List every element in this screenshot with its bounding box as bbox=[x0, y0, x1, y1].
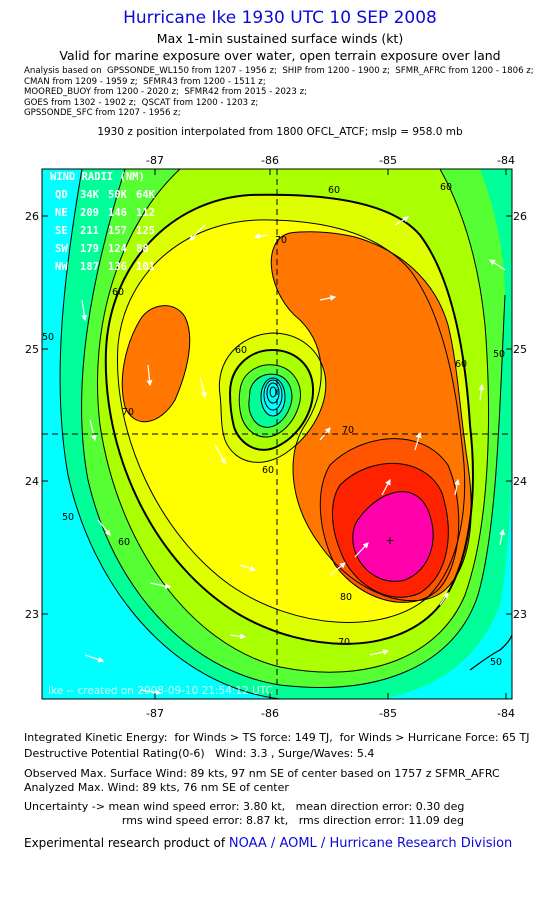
wind-radii-value: 50K bbox=[108, 189, 128, 201]
wind-radii-value: 187 bbox=[80, 261, 99, 273]
dpr-line: Destructive Potential Rating(0-6) Wind: … bbox=[24, 747, 375, 760]
credit-line: Experimental research product of NOAA / … bbox=[24, 836, 512, 851]
credit-org-link[interactable]: NOAA / AOML / Hurricane Research Divisio… bbox=[228, 836, 513, 851]
wind-field: WIND RADII (NM) QD 34K 50K 64K NE 209 14… bbox=[42, 169, 512, 699]
contour-label: 50 bbox=[42, 332, 54, 343]
wind-arrows bbox=[81, 216, 506, 696]
contour-label: 60 bbox=[440, 182, 452, 193]
wind-radii-table: WIND RADII (NM) QD 34K 50K 64K NE 209 14… bbox=[50, 171, 156, 273]
credit-prefix: Experimental research product of bbox=[24, 836, 229, 850]
lat-tick-label: 24 bbox=[25, 475, 39, 488]
contour-label: 50 bbox=[62, 512, 74, 523]
source-line: Analysis based on GPSSONDE_WL150 from 12… bbox=[24, 66, 534, 76]
wind-radii-value: 136 bbox=[108, 261, 127, 273]
contour-label: 50 bbox=[490, 657, 502, 668]
wind-radii-quad: NE bbox=[55, 207, 68, 219]
max-wind-marker: + bbox=[385, 534, 394, 547]
contour-label: 60 bbox=[235, 345, 247, 356]
contour-band-orange-small bbox=[122, 305, 190, 422]
uncertainty-line-1: Uncertainty -> mean wind speed error: 3.… bbox=[24, 800, 465, 813]
contour-label: 70 bbox=[275, 235, 287, 246]
lon-tick-label: -87 bbox=[146, 154, 164, 167]
contour-label: 60 bbox=[112, 287, 124, 298]
lon-tick-label: -86 bbox=[261, 707, 279, 720]
position-line: 1930 z position interpolated from 1800 O… bbox=[97, 126, 463, 138]
wind-radii-value: 209 bbox=[80, 207, 99, 219]
contour-label: 70 bbox=[338, 637, 350, 648]
wind-radii-quad: SE bbox=[55, 225, 68, 237]
wind-radii-value: 112 bbox=[136, 207, 155, 219]
coastline bbox=[469, 634, 512, 671]
wind-radii-value: 157 bbox=[108, 225, 127, 237]
ike-line: Integrated Kinetic Energy: for Winds > T… bbox=[24, 731, 530, 744]
wind-radii-title: WIND RADII (NM) bbox=[50, 171, 145, 183]
contour-label: 70 bbox=[342, 425, 354, 436]
lat-tick-label: 25 bbox=[513, 343, 527, 356]
wind-radii-quad: NW bbox=[55, 261, 68, 273]
wind-radii-value: 125 bbox=[136, 225, 155, 237]
lon-tick-label: -84 bbox=[497, 707, 515, 720]
wind-radii-value: 101 bbox=[136, 261, 155, 273]
wind-map: -87 -86 -85 -84 -87 -86 -85 -84 26 25 24… bbox=[25, 154, 527, 720]
lat-tick-label: 23 bbox=[25, 608, 39, 621]
wind-radii-value: 211 bbox=[80, 225, 99, 237]
lat-tick-label: 26 bbox=[513, 210, 527, 223]
map-frame bbox=[41, 168, 513, 700]
source-line: GPSSONDE_SFC from 1207 - 1956 z; bbox=[24, 108, 181, 119]
lat-tick-label: 25 bbox=[25, 343, 39, 356]
map-credit: Ike -- created on 2008-09-10 21:54:12 UT… bbox=[48, 685, 273, 697]
page-title: Hurricane Ike 1930 UTC 10 SEP 2008 bbox=[123, 8, 437, 28]
lon-tick-label: -87 bbox=[146, 707, 164, 720]
wind-radii-value: 124 bbox=[108, 243, 127, 255]
wind-radii-value: 179 bbox=[80, 243, 99, 255]
wind-radii-quad: QD bbox=[55, 189, 68, 201]
lon-tick-label: -85 bbox=[379, 154, 397, 167]
uncertainty-line-2: rms wind speed error: 8.87 kt, rms direc… bbox=[24, 814, 465, 827]
source-line: CMAN from 1209 - 1959 z; SFMR43 from 120… bbox=[24, 76, 266, 87]
lon-tick-label: -86 bbox=[261, 154, 279, 167]
source-line: GOES from 1302 - 1902 z; QSCAT from 1200… bbox=[24, 97, 259, 108]
source-list: Analysis based on GPSSONDE_WL150 from 12… bbox=[24, 66, 534, 119]
contour-label: 60 bbox=[262, 465, 274, 476]
wind-radii-value: 64K bbox=[136, 189, 156, 201]
wind-radii-value: 146 bbox=[108, 207, 127, 219]
contour-band-magenta bbox=[352, 491, 434, 582]
valid-line: Valid for marine exposure over water, op… bbox=[59, 48, 501, 63]
contour-label: 60 bbox=[118, 537, 130, 548]
wind-radii-quad: SW bbox=[55, 243, 68, 255]
contour-label: 70 bbox=[122, 407, 134, 418]
wind-radii-value: 34K bbox=[80, 189, 100, 201]
wind-radii-value: 88 bbox=[136, 243, 149, 255]
contour-label: 60 bbox=[328, 185, 340, 196]
contour-label: 80 bbox=[340, 592, 352, 603]
analyzed-max-line: Analyzed Max. Wind: 89 kts, 76 nm SE of … bbox=[24, 781, 289, 794]
lat-tick-label: 23 bbox=[513, 608, 527, 621]
observed-max-line: Observed Max. Surface Wind: 89 kts, 97 n… bbox=[24, 767, 500, 780]
lon-tick-label: -85 bbox=[379, 707, 397, 720]
lat-tick-label: 24 bbox=[513, 475, 527, 488]
source-line: MOORED_BUOY from 1200 - 2020 z; SFMR42 f… bbox=[24, 87, 307, 98]
contour-label: 60 bbox=[455, 359, 467, 370]
lon-tick-label: -84 bbox=[497, 154, 515, 167]
subtitle: Max 1-min sustained surface winds (kt) bbox=[156, 31, 404, 46]
contour-label: 50 bbox=[493, 349, 505, 360]
lat-tick-label: 26 bbox=[25, 210, 39, 223]
